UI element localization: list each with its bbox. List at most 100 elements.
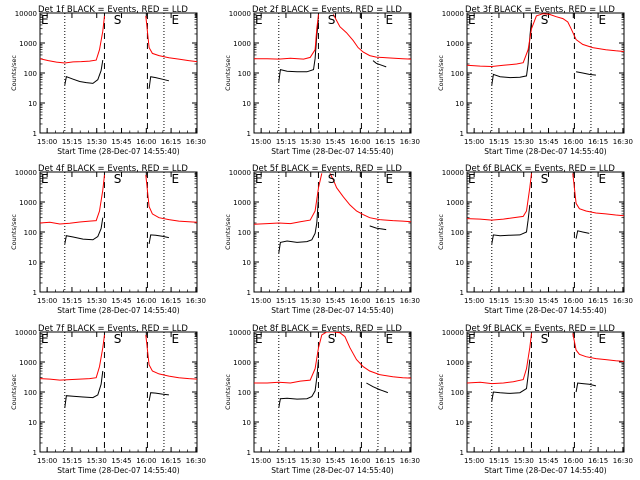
x-tick-label: 16:15 — [161, 138, 181, 146]
det-5-panel: Det 5f BLACK = Events, RED = LLD 1 10 100 10… — [224, 164, 420, 315]
x-tick-label: 16:30 — [186, 297, 206, 305]
interval-marker-label: S — [328, 332, 336, 346]
x-tick-label: 16:30 — [186, 457, 206, 465]
interval-marker-label: E — [41, 13, 49, 27]
y-axis-label: Counts/sec — [437, 374, 445, 410]
x-tick-label: 15:45 — [325, 138, 345, 146]
interval-marker-label: S — [328, 13, 336, 27]
y-axis-label: Counts/sec — [437, 55, 445, 91]
x-tick-label: 15:00 — [37, 138, 57, 146]
plot-frame — [466, 171, 625, 293]
x-tick-label: 16:30 — [400, 138, 420, 146]
x-axis-label: Start Time (28-Dec-07 14:55:40) — [271, 466, 393, 475]
events-series-line — [366, 382, 389, 394]
y-tick-label: 1 — [33, 130, 37, 138]
x-tick-label: 16:00 — [563, 457, 583, 465]
x-tick-label: 16:00 — [350, 297, 370, 305]
x-tick-label: 15:45 — [111, 297, 131, 305]
y-tick-label: 10 — [242, 259, 251, 267]
chart-title: Det 9f BLACK = Events, RED = LLD — [465, 324, 615, 334]
x-tick-label: 15:00 — [251, 297, 271, 305]
events-series-line — [278, 19, 319, 83]
y-tick-label: 1000 — [233, 199, 251, 207]
lld-series-line — [467, 173, 532, 221]
x-tick-label: 16:15 — [375, 138, 395, 146]
interval-marker-label: E — [386, 13, 394, 27]
x-tick-label: 16:00 — [563, 138, 583, 146]
y-axis-label: Counts/sec — [224, 214, 232, 250]
interval-marker-label: S — [328, 172, 336, 186]
x-tick-label: 16:30 — [400, 457, 420, 465]
lld-series-line — [467, 13, 624, 68]
interval-marker-label: E — [255, 13, 263, 27]
x-tick-label: 15:45 — [325, 297, 345, 305]
x-tick-label: 16:15 — [375, 457, 395, 465]
x-tick-label: 16:00 — [563, 297, 583, 305]
lld-series-line — [254, 14, 319, 60]
x-tick-label: 16:30 — [613, 457, 633, 465]
x-tick-label: 16:30 — [613, 138, 633, 146]
y-tick-label: 10000 — [229, 10, 251, 18]
y-tick-label: 100 — [451, 229, 464, 237]
x-tick-label: 16:15 — [161, 297, 181, 305]
y-axis-label: Counts/sec — [224, 374, 232, 410]
det-1-panel: Det 1f BLACK = Events, RED = LLD 1 10 100 10… — [10, 5, 206, 156]
det-2-panel: Det 2f BLACK = Events, RED = LLD 1 10 100 10… — [224, 5, 420, 156]
events-series-line — [64, 217, 104, 244]
x-axis-label: Start Time (28-Dec-07 14:55:40) — [57, 147, 179, 156]
y-tick-label: 1000 — [19, 359, 37, 367]
x-tick-label: 15:15 — [276, 297, 296, 305]
x-tick-label: 15:00 — [464, 297, 484, 305]
x-tick-label: 16:00 — [136, 297, 156, 305]
chart-title: Det 3f BLACK = Events, RED = LLD — [465, 5, 615, 15]
x-tick-label: 15:15 — [489, 457, 509, 465]
plot-frame — [466, 12, 625, 134]
y-tick-label: 10000 — [229, 169, 251, 177]
plot-frame — [253, 12, 412, 134]
x-tick-label: 15:30 — [514, 457, 534, 465]
y-tick-label: 1 — [33, 449, 37, 457]
lld-series-line — [572, 333, 624, 362]
x-tick-label: 16:15 — [588, 457, 608, 465]
events-series-line — [576, 71, 596, 76]
x-tick-label: 16:00 — [350, 457, 370, 465]
x-axis-label: Start Time (28-Dec-07 14:55:40) — [271, 147, 393, 156]
x-tick-label: 15:15 — [489, 297, 509, 305]
x-tick-label: 15:30 — [514, 297, 534, 305]
x-tick-label: 15:15 — [489, 138, 509, 146]
plot-frame — [39, 171, 198, 293]
x-tick-label: 15:00 — [464, 138, 484, 146]
y-tick-label: 100 — [24, 70, 37, 78]
x-tick-label: 15:30 — [87, 138, 107, 146]
events-series-line — [372, 60, 387, 68]
y-tick-label: 100 — [451, 70, 464, 78]
lld-series-line — [145, 174, 197, 223]
y-tick-label: 10000 — [15, 329, 37, 337]
interval-marker-label: S — [541, 332, 549, 346]
x-tick-label: 15:45 — [538, 297, 558, 305]
y-tick-label: 1000 — [19, 40, 37, 48]
interval-marker-label: E — [172, 13, 180, 27]
lld-series-line — [467, 333, 532, 385]
interval-marker-label: E — [599, 172, 607, 186]
x-tick-label: 16:00 — [350, 138, 370, 146]
y-tick-label: 10 — [28, 259, 37, 267]
y-tick-label: 10 — [242, 419, 251, 427]
interval-marker-label: S — [114, 13, 122, 27]
y-tick-label: 100 — [238, 389, 251, 397]
y-tick-label: 10000 — [442, 169, 464, 177]
x-tick-label: 15:00 — [251, 138, 271, 146]
chart-title: Det 1f BLACK = Events, RED = LLD — [38, 5, 188, 15]
det-6-panel: Det 6f BLACK = Events, RED = LLD 1 10 100 10… — [437, 164, 633, 315]
y-tick-label: 1 — [460, 130, 464, 138]
interval-marker-label: E — [599, 332, 607, 346]
events-series-line — [148, 234, 169, 244]
chart-title: Det 6f BLACK = Events, RED = LLD — [465, 164, 615, 174]
x-tick-label: 15:45 — [325, 457, 345, 465]
y-tick-label: 1000 — [446, 40, 464, 48]
y-tick-label: 1000 — [446, 359, 464, 367]
y-tick-label: 1000 — [233, 40, 251, 48]
lld-series-line — [145, 15, 197, 63]
y-tick-label: 10000 — [15, 10, 37, 18]
det-4-panel: Det 4f BLACK = Events, RED = LLD 1 10 100 10… — [10, 164, 206, 315]
